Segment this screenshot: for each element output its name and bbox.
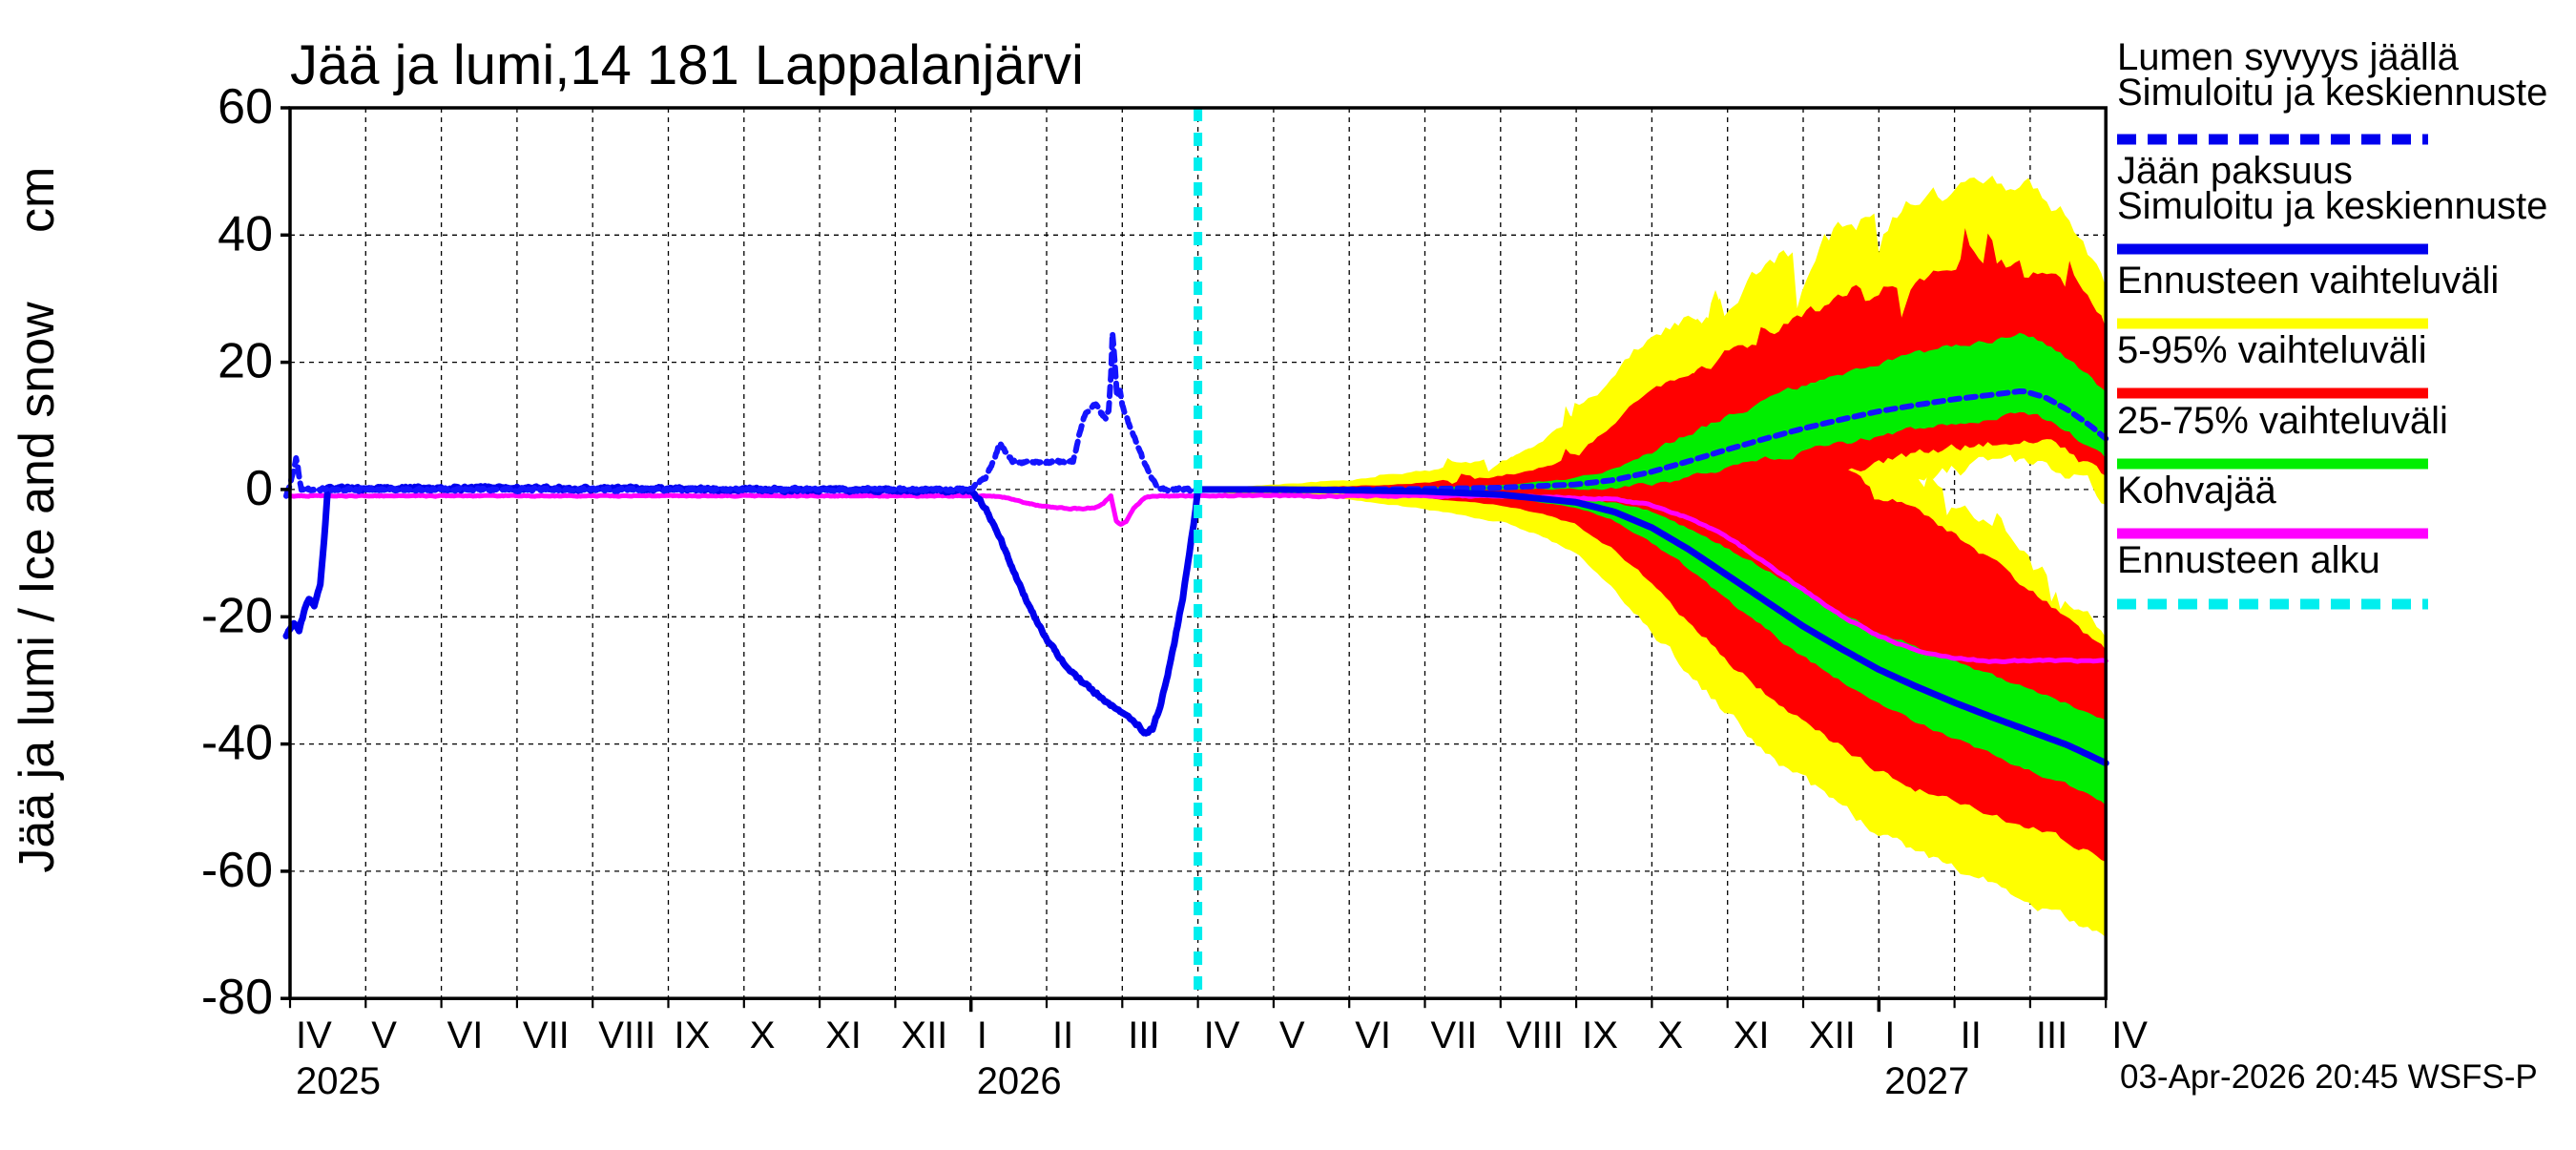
svg-text:XI: XI — [825, 1014, 862, 1056]
svg-text:X: X — [750, 1014, 776, 1056]
svg-text:VI: VI — [447, 1014, 484, 1056]
svg-text:Kohvajää: Kohvajää — [2117, 470, 2277, 512]
svg-text:25-75% vaihteluväli: 25-75% vaihteluväli — [2117, 400, 2448, 442]
svg-text:Ennusteen alku: Ennusteen alku — [2117, 539, 2380, 581]
svg-text:0: 0 — [245, 461, 273, 516]
svg-text:VII: VII — [1431, 1014, 1478, 1056]
svg-text:Simuloitu ja keskiennuste: Simuloitu ja keskiennuste — [2117, 72, 2547, 114]
svg-text:VII: VII — [523, 1014, 570, 1056]
svg-text:-60: -60 — [201, 843, 273, 898]
svg-text:20: 20 — [218, 334, 273, 389]
svg-text:I: I — [977, 1014, 987, 1056]
svg-text:IV: IV — [296, 1014, 332, 1056]
svg-text:Jää ja lumi / Ice and snow: Jää ja lumi / Ice and snow cm — [10, 167, 65, 873]
svg-text:II: II — [1052, 1014, 1073, 1056]
svg-text:VI: VI — [1355, 1014, 1391, 1056]
svg-text:IX: IX — [1582, 1014, 1618, 1056]
svg-text:XII: XII — [901, 1014, 947, 1056]
svg-text:2027: 2027 — [1884, 1060, 1969, 1102]
svg-text:VIII: VIII — [1506, 1014, 1564, 1056]
svg-text:-80: -80 — [201, 970, 273, 1025]
svg-text:Jää ja lumi,14 181 Lappalanjär: Jää ja lumi,14 181 Lappalanjärvi — [290, 34, 1084, 96]
svg-text:-40: -40 — [201, 716, 273, 771]
svg-text:II: II — [1961, 1014, 1982, 1056]
svg-text:XII: XII — [1809, 1014, 1856, 1056]
svg-text:IX: IX — [675, 1014, 711, 1056]
svg-text:V: V — [371, 1014, 397, 1056]
svg-text:X: X — [1657, 1014, 1683, 1056]
svg-text:III: III — [1128, 1014, 1159, 1056]
svg-text:IV: IV — [2111, 1014, 2148, 1056]
svg-text:2025: 2025 — [296, 1060, 381, 1102]
svg-text:V: V — [1279, 1014, 1305, 1056]
svg-text:Simuloitu ja keskiennuste: Simuloitu ja keskiennuste — [2117, 185, 2547, 227]
svg-text:Ennusteen vaihteluväli: Ennusteen vaihteluväli — [2117, 260, 2499, 302]
svg-text:03-Apr-2026 20:45 WSFS-P: 03-Apr-2026 20:45 WSFS-P — [2120, 1058, 2538, 1096]
svg-text:III: III — [2036, 1014, 2067, 1056]
svg-text:40: 40 — [218, 206, 273, 261]
svg-text:60: 60 — [218, 79, 273, 135]
svg-text:VIII: VIII — [598, 1014, 655, 1056]
svg-text:-20: -20 — [201, 588, 273, 643]
svg-text:I: I — [1884, 1014, 1895, 1056]
svg-text:IV: IV — [1204, 1014, 1240, 1056]
svg-text:XI: XI — [1734, 1014, 1770, 1056]
svg-text:2026: 2026 — [977, 1060, 1062, 1102]
svg-text:5-95% vaihteluväli: 5-95% vaihteluväli — [2117, 329, 2427, 371]
